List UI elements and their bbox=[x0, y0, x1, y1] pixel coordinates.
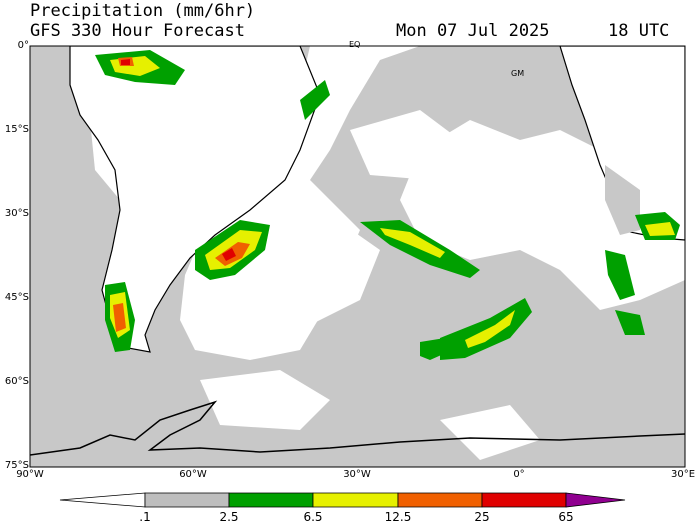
precipitation-field bbox=[30, 46, 685, 467]
lat-tick-15s: 15°S bbox=[4, 124, 29, 135]
lon-tick-90w: 90°W bbox=[16, 469, 44, 480]
lon-tick-30w: 30°W bbox=[343, 469, 371, 480]
equator-label: EQ bbox=[349, 40, 361, 49]
lon-tick-0: 0° bbox=[513, 469, 525, 480]
greenwich-meridian-label: GM bbox=[511, 69, 525, 78]
colorbar-label-3: 12.5 bbox=[384, 510, 412, 524]
map-title: Precipitation (mm/6hr) bbox=[30, 1, 256, 21]
forecast-subtitle: GFS 330 Hour Forecast bbox=[30, 21, 245, 41]
lon-tick-60w: 60°W bbox=[179, 469, 207, 480]
colorbar-segment-4 bbox=[397, 492, 483, 508]
colorbar-segment-5 bbox=[481, 492, 567, 508]
colorbar-label-1: 2.5 bbox=[219, 510, 239, 524]
lon-tick-30e: 30°E bbox=[670, 469, 696, 480]
lat-tick-45s: 45°S bbox=[4, 292, 29, 303]
colorbar-label-2: 6.5 bbox=[303, 510, 323, 524]
valid-time: 18 UTC bbox=[608, 21, 670, 41]
valid-date: Mon 07 Jul 2025 bbox=[396, 21, 550, 41]
antarctica-coastline bbox=[30, 400, 685, 456]
colorbar-segment-1 bbox=[144, 492, 230, 508]
lat-tick-0: 0° bbox=[17, 40, 29, 51]
precip-extreme-shading bbox=[121, 59, 236, 261]
colorbar-segment-2 bbox=[228, 492, 314, 508]
colorbar-segment-0 bbox=[59, 492, 146, 508]
map-frame bbox=[29, 45, 686, 468]
colorbar-label-0: .1 bbox=[139, 510, 151, 524]
south-america-coastline bbox=[69, 46, 321, 353]
lat-tick-75s: 75°S bbox=[4, 460, 29, 471]
colorbar-label-5: 65 bbox=[558, 510, 574, 524]
lat-tick-60s: 60°S bbox=[4, 376, 29, 387]
colorbar-segment-3 bbox=[312, 492, 399, 508]
colorbar-segment-6 bbox=[565, 492, 626, 508]
colorbar-label-4: 25 bbox=[474, 510, 490, 524]
lat-tick-30s: 30°S bbox=[4, 208, 29, 219]
